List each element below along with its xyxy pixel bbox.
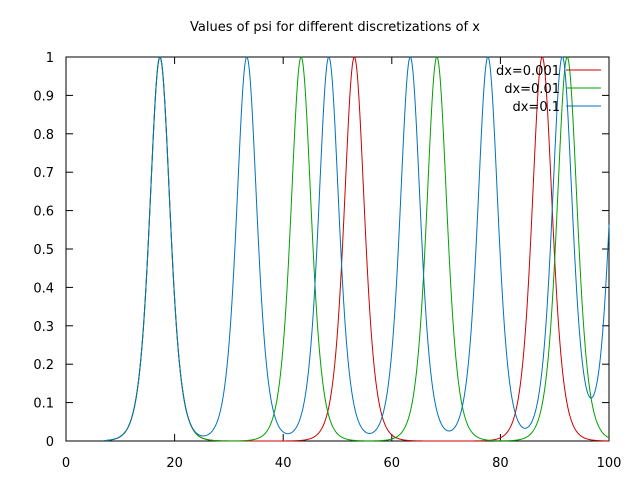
x-tick-label: 40: [275, 456, 292, 471]
y-tick-label: 0.8: [33, 128, 54, 143]
x-tick-label: 80: [492, 456, 509, 471]
series-layer: [103, 56, 610, 442]
y-tick-label: 1: [46, 51, 54, 66]
y-tick-label: 0.1: [33, 397, 54, 412]
x-tick-label: 20: [166, 456, 183, 471]
y-tick-label: 0.9: [33, 89, 54, 104]
y-tick-label: 0.4: [33, 281, 54, 296]
x-tick-label: 0: [62, 456, 70, 471]
legend-label: dx=0.1: [512, 100, 560, 115]
y-axis: 0 0.1 0.2 0.3 0.4 0.5 0.6 0.7 0.8 0.9 1: [33, 51, 609, 450]
legend: dx=0.001 dx=0.01 dx=0.1: [496, 64, 601, 115]
chart-title: Values of psi for different discretizati…: [190, 20, 480, 35]
y-tick-label: 0.3: [33, 320, 54, 335]
legend-label: dx=0.01: [504, 82, 560, 97]
series-line-2: [103, 56, 610, 442]
legend-label: dx=0.001: [496, 64, 560, 79]
y-tick-label: 0.7: [33, 166, 54, 181]
x-tick-label: 60: [384, 456, 401, 471]
x-tick-label: 100: [597, 456, 622, 471]
y-tick-label: 0.2: [33, 358, 54, 373]
y-tick-label: 0.5: [33, 243, 54, 258]
x-axis: 0 20 40 60 80 100: [62, 57, 622, 471]
y-tick-label: 0: [46, 435, 54, 450]
y-tick-label: 0.6: [33, 205, 54, 220]
